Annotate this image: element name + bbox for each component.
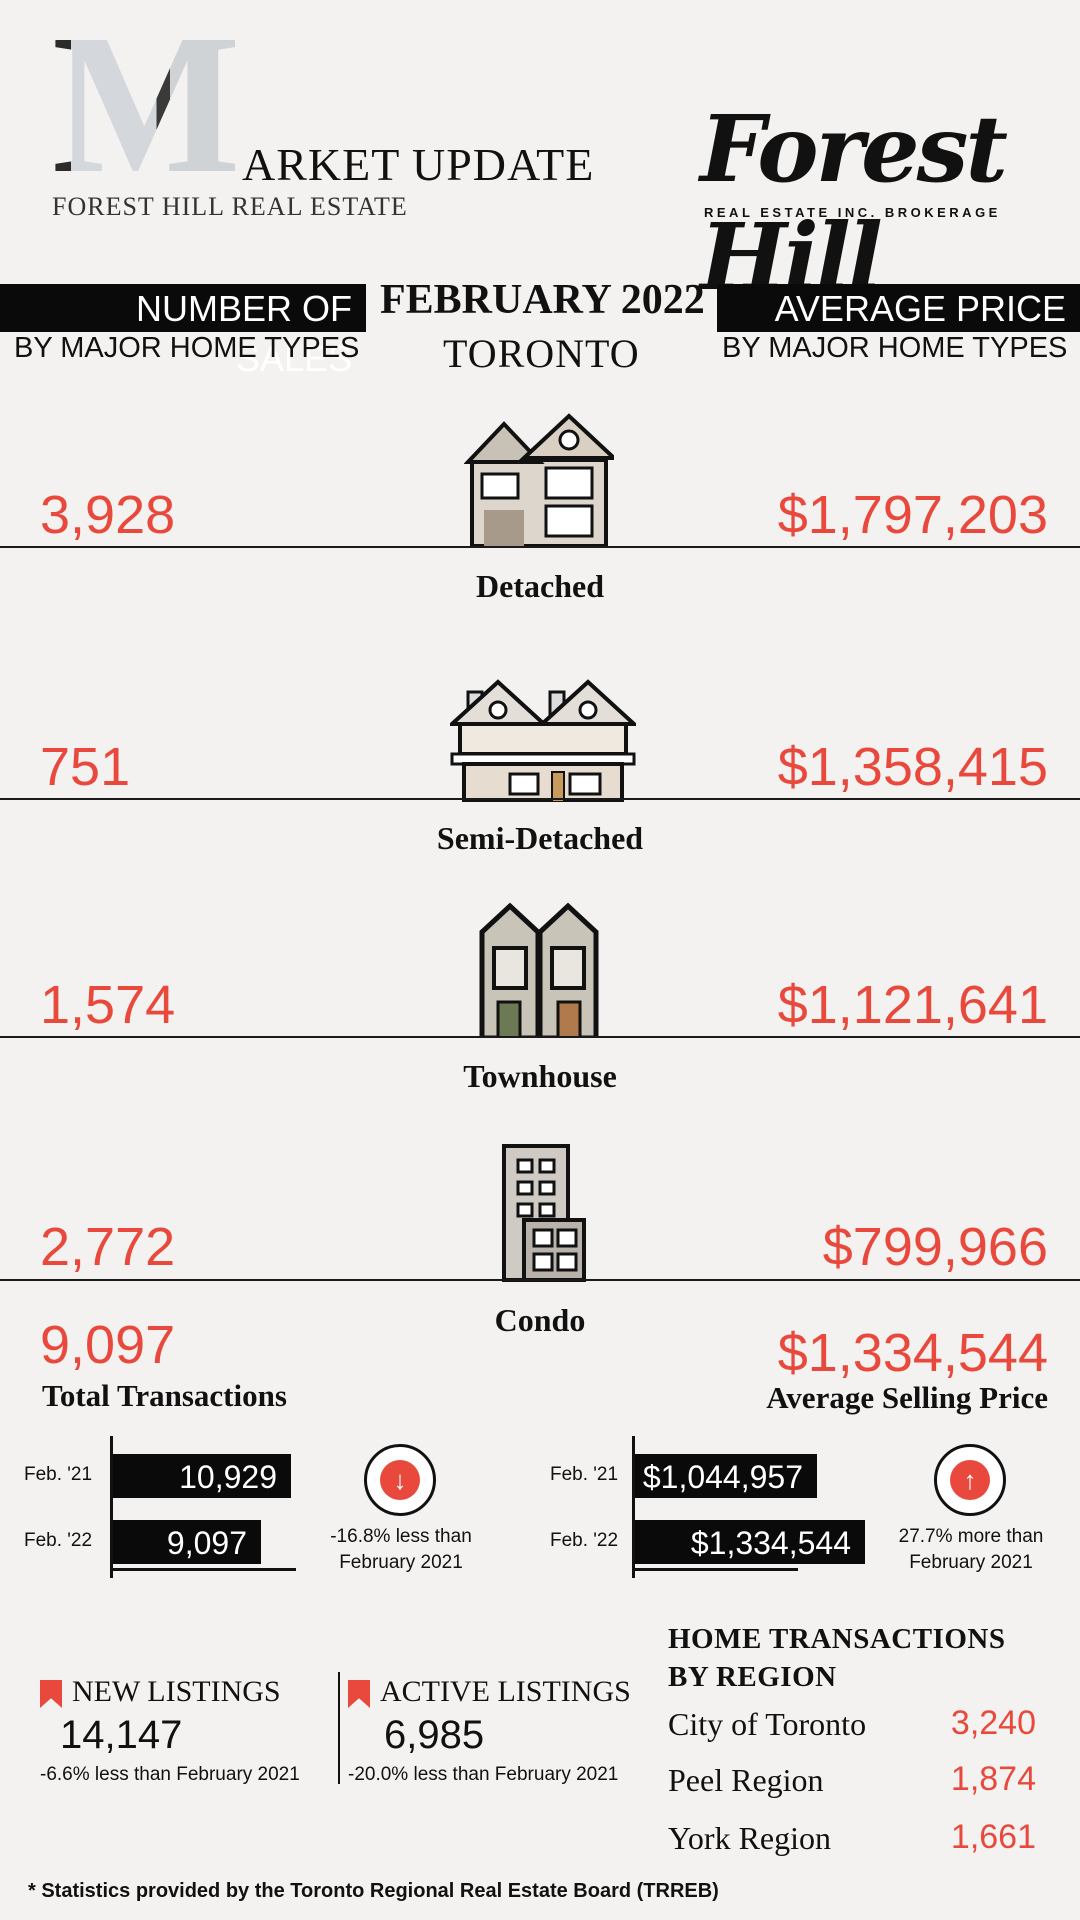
chart-axis-y — [632, 1436, 635, 1578]
townhouse-price: $1,121,641 — [777, 975, 1048, 1035]
bar-feb-21: $1,044,957 — [635, 1454, 817, 1498]
active-listings-title: ACTIVE LISTINGS — [380, 1675, 631, 1708]
up-arrow-icon: ↑ — [950, 1460, 990, 1500]
logo-subtitle: FOREST HILL REAL ESTATE — [52, 192, 408, 221]
logo-letter: M — [52, 5, 242, 205]
total-transactions-value: 9,097 — [40, 1315, 176, 1375]
sales-header-subtitle: BY MAJOR HOME TYPES — [14, 332, 360, 364]
semi-detached-sales: 751 — [40, 737, 131, 797]
townhouse-label: Townhouse — [463, 1058, 617, 1094]
region-name: York Region — [668, 1820, 831, 1856]
decrease-indicator: ↓ — [364, 1444, 436, 1516]
condo-price: $799,966 — [822, 1217, 1048, 1277]
condo-sales: 2,772 — [40, 1217, 176, 1277]
price-chart: Feb. '21 Feb. '22 $1,044,957 $1,334,544 … — [530, 1430, 1080, 1580]
regions-title-line2: BY REGION — [668, 1661, 837, 1693]
bar-feb-22: $1,334,544 — [635, 1520, 865, 1564]
brand-tagline: REAL ESTATE INC. BROKERAGE — [704, 205, 1001, 220]
divider — [0, 546, 1080, 548]
active-listings-note: -20.0% less than February 2021 — [348, 1764, 619, 1785]
regions-title-line1: HOME TRANSACTIONS — [668, 1623, 1006, 1655]
change-note-line1: -16.8% less than — [330, 1526, 472, 1547]
bar-label: Feb. '22 — [550, 1530, 619, 1551]
chart-axis-x — [110, 1568, 296, 1571]
semi-detached-price: $1,358,415 — [777, 737, 1048, 797]
divider — [0, 1279, 1080, 1281]
divider — [0, 1036, 1080, 1038]
sales-header-title: NUMBER OF SALES — [0, 284, 366, 379]
new-listings-note: -6.6% less than February 2021 — [40, 1764, 300, 1785]
footnote: * Statistics provided by the Toronto Reg… — [28, 1880, 719, 1902]
chart-axis-x — [632, 1568, 798, 1571]
new-listings-value: 14,147 — [60, 1713, 183, 1757]
change-note: -16.8% less than February 2021 — [316, 1524, 486, 1576]
price-header-title: AVERAGE PRICE — [717, 284, 1080, 332]
bar-label: Feb. '21 — [24, 1464, 93, 1485]
average-price-value: $1,334,544 — [777, 1323, 1048, 1383]
bar-label: Feb. '22 — [24, 1530, 93, 1551]
total-transactions-label: Total Transactions — [42, 1378, 287, 1413]
regions-title: HOME TRANSACTIONS BY REGION — [668, 1620, 1006, 1696]
bar-feb-22: 9,097 — [113, 1520, 261, 1564]
average-price-label: Average Selling Price — [766, 1380, 1048, 1415]
detached-sales: 3,928 — [40, 485, 176, 545]
report-city: TORONTO — [443, 331, 640, 376]
change-note-line2: February 2021 — [909, 1552, 1033, 1573]
semi-detached-house-icon — [446, 662, 640, 807]
brand-name: Forest Hill — [700, 95, 1008, 311]
bar-label: Feb. '21 — [550, 1464, 619, 1485]
divider — [0, 798, 1080, 800]
down-arrow-icon: ↓ — [380, 1460, 420, 1500]
change-note-line1: 27.7% more than — [898, 1526, 1044, 1547]
detached-house-icon — [463, 410, 620, 551]
townhouse-sales: 1,574 — [40, 975, 176, 1035]
logo-title: ARKET UPDATE — [242, 139, 595, 190]
condo-label: Condo — [494, 1302, 586, 1338]
new-listings-title: NEW LISTINGS — [72, 1675, 281, 1708]
condo-building-icon — [500, 1142, 590, 1287]
change-note: 27.7% more than February 2021 — [886, 1524, 1056, 1576]
price-header-subtitle: BY MAJOR HOME TYPES — [722, 332, 1068, 364]
active-listings-value: 6,985 — [384, 1713, 485, 1757]
report-date: FEBRUARY 2022 — [380, 277, 705, 323]
increase-indicator: ↑ — [934, 1444, 1006, 1516]
townhouse-icon — [478, 902, 600, 1043]
region-value: 3,240 — [950, 1704, 1036, 1742]
region-value: 1,661 — [950, 1818, 1036, 1856]
region-name: Peel Region — [668, 1762, 824, 1798]
detached-label: Detached — [476, 568, 604, 604]
bookmark-icon — [40, 1680, 62, 1708]
bookmark-icon — [348, 1680, 370, 1708]
listings-divider — [338, 1672, 340, 1784]
change-note-line2: February 2021 — [339, 1552, 463, 1573]
bar-feb-21: 10,929 — [113, 1454, 291, 1498]
region-value: 1,874 — [950, 1760, 1036, 1798]
region-name: City of Toronto — [668, 1706, 867, 1742]
detached-price: $1,797,203 — [777, 485, 1048, 545]
transactions-chart: Feb. '21 Feb. '22 10,929 9,097 ↓ -16.8% … — [0, 1430, 520, 1580]
semi-detached-label: Semi-Detached — [436, 820, 644, 856]
chart-axis-y — [110, 1436, 113, 1578]
